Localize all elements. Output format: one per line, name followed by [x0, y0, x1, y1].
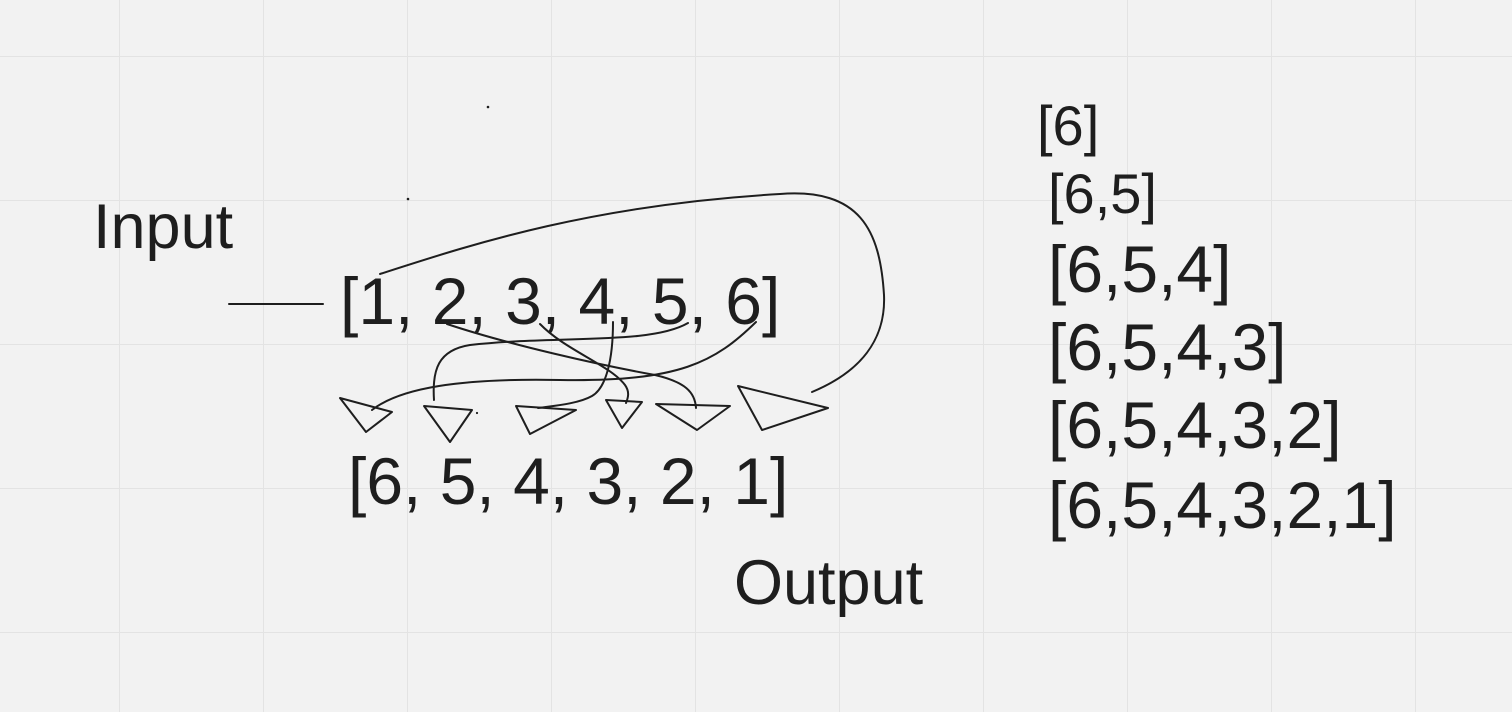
arrowhead-slot-2-icon	[423, 405, 473, 443]
stray-dot	[486, 105, 490, 109]
arrowhead-slot-4-icon	[605, 399, 643, 429]
arrow-4-to-slot-3	[537, 321, 614, 409]
stray-dot	[475, 411, 479, 415]
output-array: [6, 5, 4, 3, 2, 1]	[348, 444, 789, 518]
arrowhead-slot-5-icon	[655, 403, 731, 431]
step-4: [6,5,4,3]	[1048, 310, 1287, 384]
arrow-5-to-slot-2	[432, 322, 689, 401]
arrow-6-to-slot-1	[371, 321, 757, 411]
output-label: Output	[734, 548, 924, 618]
step-2: [6,5]	[1048, 162, 1157, 225]
input-label: Input	[93, 192, 234, 262]
arrow-1-to-last-slot	[379, 192, 886, 393]
step-3: [6,5,4]	[1048, 232, 1232, 306]
step-5: [6,5,4,3,2]	[1048, 388, 1342, 462]
arrowhead-slot-6-icon	[737, 385, 829, 431]
step-1: [6]	[1037, 94, 1100, 157]
arrowhead-slot-1-icon	[339, 397, 393, 433]
arrowhead-slot-3-icon	[515, 405, 577, 435]
arrow-3-to-slot-4	[539, 323, 630, 404]
stray-dot	[406, 197, 410, 201]
arrow-2-to-slot-5	[446, 323, 697, 409]
step-6: [6,5,4,3,2,1]	[1048, 468, 1397, 542]
input-array: [1, 2, 3, 4, 5, 6]	[340, 264, 781, 338]
